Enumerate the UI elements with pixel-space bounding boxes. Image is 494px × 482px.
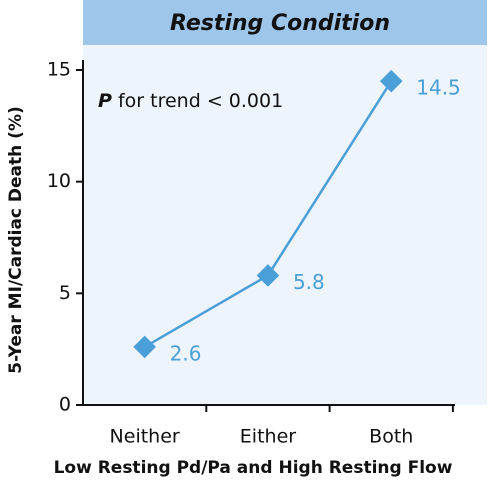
x-tick-label: Neither — [110, 426, 180, 448]
data-label: 2.6 — [170, 341, 202, 365]
chart-title: Resting Condition — [170, 11, 390, 36]
x-axis-label: Low Resting Pd/Pa and High Resting Flow — [54, 458, 453, 478]
annotation: P for trend < 0.001 — [98, 90, 283, 112]
y-axis-label: 5-Year MI/Cardiac Death (%) — [6, 106, 26, 374]
title-banner — [83, 0, 487, 45]
annotation-italic: P — [98, 90, 112, 112]
annotation-text: for trend < 0.001 — [118, 90, 283, 112]
data-label: 5.8 — [293, 270, 325, 294]
y-tick-label: 15 — [47, 59, 71, 81]
x-tick-label: Both — [369, 426, 413, 448]
y-tick-label: 0 — [59, 394, 71, 416]
marker — [379, 69, 403, 93]
data-label: 14.5 — [416, 76, 461, 100]
y-tick-label: 10 — [47, 170, 71, 192]
marker — [256, 264, 280, 287]
y-tick-label: 5 — [59, 282, 71, 304]
x-tick-label: Either — [240, 426, 296, 448]
